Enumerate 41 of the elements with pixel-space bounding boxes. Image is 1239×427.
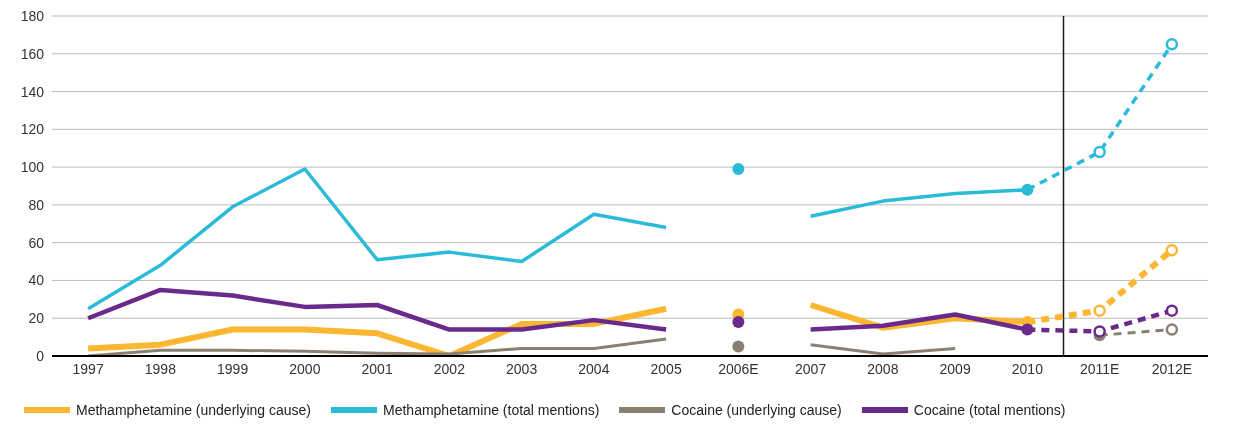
x-tick-label: 2006E bbox=[718, 360, 759, 377]
legend-label: Cocaine (total mentions) bbox=[913, 402, 1066, 418]
x-tick-label: 2007 bbox=[795, 360, 827, 377]
y-tick-label: 180 bbox=[20, 7, 45, 24]
x-tick-label: 2011E bbox=[1079, 360, 1120, 377]
x-tick-label: 2009 bbox=[939, 360, 971, 377]
x-tick-label: 2002 bbox=[433, 360, 466, 377]
x-tick-label: 2008 bbox=[867, 360, 899, 377]
y-tick-label: 80 bbox=[28, 196, 45, 213]
y-tick-label: 60 bbox=[28, 234, 45, 251]
y-tick-label: 0 bbox=[36, 347, 45, 364]
point bbox=[732, 316, 745, 328]
y-tick-label: 20 bbox=[28, 310, 45, 327]
y-tick-label: 140 bbox=[20, 83, 45, 100]
legend-label: Cocaine (underlying cause) bbox=[671, 402, 842, 418]
point bbox=[732, 340, 745, 353]
x-tick-label: 2001 bbox=[361, 360, 393, 377]
point bbox=[1093, 304, 1106, 317]
x-tick-label: 2012E bbox=[1151, 360, 1193, 377]
point bbox=[1093, 145, 1106, 159]
point bbox=[1021, 183, 1034, 196]
x-tick-label: 2000 bbox=[289, 360, 321, 377]
y-tick-label: 40 bbox=[28, 272, 45, 289]
legend-label: Methamphetamine (underlying cause) bbox=[76, 402, 312, 418]
x-tick-label: 2004 bbox=[578, 360, 610, 377]
x-tick-label: 1997 bbox=[72, 360, 104, 377]
x-tick-label: 1998 bbox=[144, 360, 177, 377]
point bbox=[1021, 323, 1034, 336]
y-tick-label: 120 bbox=[20, 121, 45, 138]
x-tick-label: 2003 bbox=[506, 360, 538, 377]
y-tick-label: 160 bbox=[20, 45, 45, 62]
x-tick-label: 1999 bbox=[217, 360, 249, 377]
point bbox=[1165, 304, 1179, 317]
point bbox=[1165, 38, 1179, 51]
x-tick-label: 2010 bbox=[1011, 360, 1044, 377]
point bbox=[1093, 325, 1106, 338]
legend-label: Methamphetamine (total mentions) bbox=[383, 402, 600, 418]
x-tick-label: 2005 bbox=[650, 360, 682, 377]
point bbox=[1165, 243, 1179, 257]
y-tick-label: 100 bbox=[20, 159, 45, 176]
point bbox=[732, 163, 745, 175]
